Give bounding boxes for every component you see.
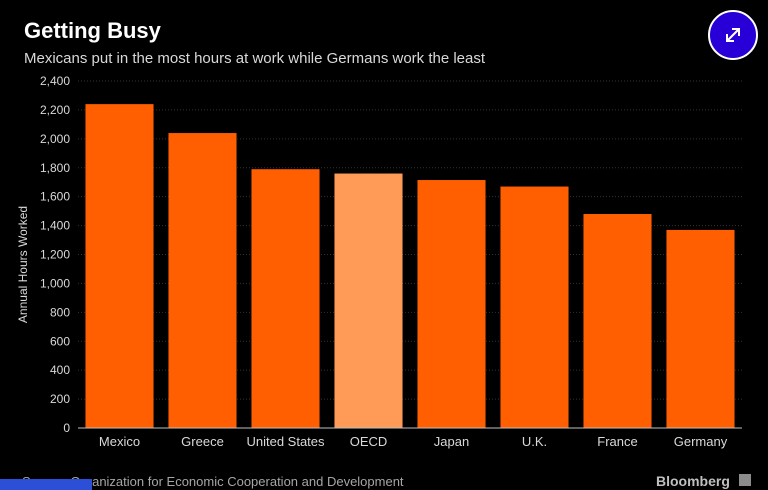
bar	[417, 180, 486, 428]
y-tick-label: 0	[63, 421, 70, 435]
bloomberg-logo: Bloomberg	[656, 473, 730, 489]
y-tick-label: 2,000	[40, 132, 70, 146]
source-note: Source: Organization for Economic Cooper…	[22, 474, 404, 489]
x-tick-label: Germany	[674, 434, 728, 449]
bar	[666, 229, 735, 428]
y-tick-label: 2,200	[40, 103, 70, 117]
y-tick-label: 800	[50, 305, 70, 319]
x-tick-label: United States	[246, 434, 325, 449]
chart-subtitle: Mexicans put in the most hours at work w…	[24, 50, 486, 67]
y-tick-label: 1,600	[40, 190, 70, 204]
x-tick-label: Mexico	[99, 434, 140, 449]
bloomberg-mark-icon	[739, 474, 751, 486]
bar	[500, 186, 569, 428]
y-tick-label: 400	[50, 363, 70, 377]
bar	[583, 214, 652, 428]
x-tick-label: U.K.	[522, 434, 547, 449]
x-tick-label: OECD	[350, 434, 388, 449]
chart-title: Getting Busy	[24, 18, 161, 43]
y-tick-label: 600	[50, 334, 70, 348]
bar	[85, 104, 154, 428]
x-tick-label: France	[597, 434, 637, 449]
bar	[168, 133, 237, 429]
y-tick-label: 1,800	[40, 161, 70, 175]
x-tick-label: Japan	[434, 434, 469, 449]
y-tick-label: 1,200	[40, 248, 70, 262]
bar	[251, 169, 320, 428]
y-axis-title: Annual Hours Worked	[16, 206, 30, 323]
expand-button[interactable]	[708, 10, 758, 60]
corner-tab	[0, 479, 92, 490]
y-tick-label: 1,400	[40, 219, 70, 233]
y-tick-label: 200	[50, 392, 70, 406]
x-tick-label: Greece	[181, 434, 224, 449]
y-tick-label: 1,000	[40, 276, 70, 290]
bar	[334, 173, 403, 428]
expand-arrows-icon	[726, 28, 740, 42]
bar-chart: 0 200 400 600 800 1,000 1,200 1,400 1,600 1,800 2,…	[16, 74, 742, 449]
y-tick-label: 2,400	[40, 74, 70, 88]
